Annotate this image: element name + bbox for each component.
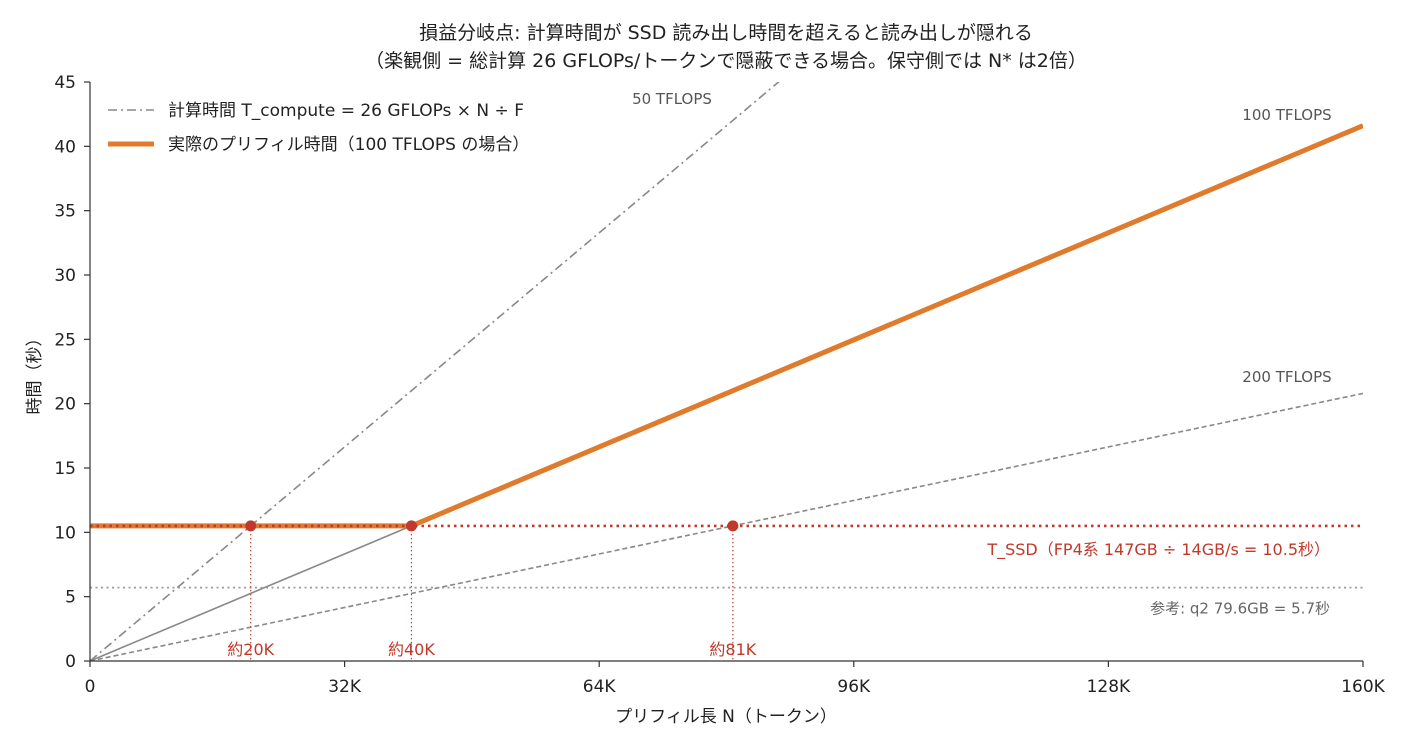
x-tick-label: 32K [328, 677, 362, 697]
chart-subtitle: （楽観側 = 総計算 26 GFLOPs/トークンで隠蔽できる場合。保守側では … [365, 50, 1087, 72]
legend-label: 計算時間 T_compute = 26 GFLOPs × N ÷ F [168, 101, 524, 121]
legend-label: 実際のプリフィル時間（100 TFLOPS の場合） [168, 135, 529, 155]
plot-area: 50 TFLOPS 100 TFLOPS 200 TFLOPS T_SSD（FP4系 … [90, 82, 1363, 661]
x-tick-label: 160K [1341, 677, 1385, 697]
y-tick-label: 10 [54, 523, 76, 543]
y-tick-label: 30 [54, 266, 76, 286]
breakeven-label: 約81K [709, 640, 756, 659]
line-label-200-tflops: 200 TFLOPS [1242, 368, 1331, 386]
x-tick-label: 96K [837, 677, 871, 697]
x-ticks: 0 32K 64K 96K 128K 160K [85, 661, 1386, 697]
y-tick-label: 0 [65, 652, 76, 672]
series-layer [90, 82, 1363, 661]
y-tick-label: 15 [54, 459, 76, 479]
y-tick-label: 45 [54, 73, 76, 93]
y-tick-label: 5 [65, 588, 76, 608]
breakeven-point [245, 520, 257, 532]
series-line-50-tflops [90, 82, 780, 661]
breakeven-point [405, 520, 417, 532]
line-label-50-tflops: 50 TFLOPS [632, 90, 712, 108]
y-axis-label: 時間（秒） [25, 330, 45, 415]
y-tick-label: 20 [54, 395, 76, 415]
y-ticks: 0 5 10 15 20 25 30 35 40 45 [54, 73, 90, 672]
x-axis-label: プリフィル長 N（トークン） [615, 707, 837, 727]
x-tick-label: 0 [85, 677, 96, 697]
y-tick-label: 25 [54, 330, 76, 350]
breakeven-label: 約40K [388, 640, 435, 659]
x-tick-label: 64K [583, 677, 617, 697]
legend: 計算時間 T_compute = 26 GFLOPs × N ÷ F 実際のプリフ… [108, 101, 529, 155]
y-tick-label: 40 [54, 137, 76, 157]
breakeven-markers: 約20K 約40K 約81K [227, 520, 757, 661]
chart-title: 損益分岐点: 計算時間が SSD 読み出し時間を超えると読み出しが隠れる [419, 22, 1033, 44]
series-line-actual-prefill [90, 123, 1363, 529]
reference-label: 参考: q2 79.6GB = 5.7秒 [1150, 600, 1330, 618]
series-line-200-tflops [90, 392, 1363, 661]
x-tick-label: 128K [1087, 677, 1131, 697]
ssd-time-label: T_SSD（FP4系 147GB ÷ 14GB/s = 10.5秒） [986, 540, 1330, 560]
axes [89, 82, 1363, 662]
reference-lines: 50 TFLOPS 100 TFLOPS 200 TFLOPS T_SSD（FP4系 … [90, 90, 1363, 618]
breakeven-label: 約20K [227, 640, 274, 659]
breakeven-point [727, 520, 739, 532]
line-label-100-tflops: 100 TFLOPS [1242, 106, 1331, 124]
y-tick-label: 35 [54, 202, 76, 222]
